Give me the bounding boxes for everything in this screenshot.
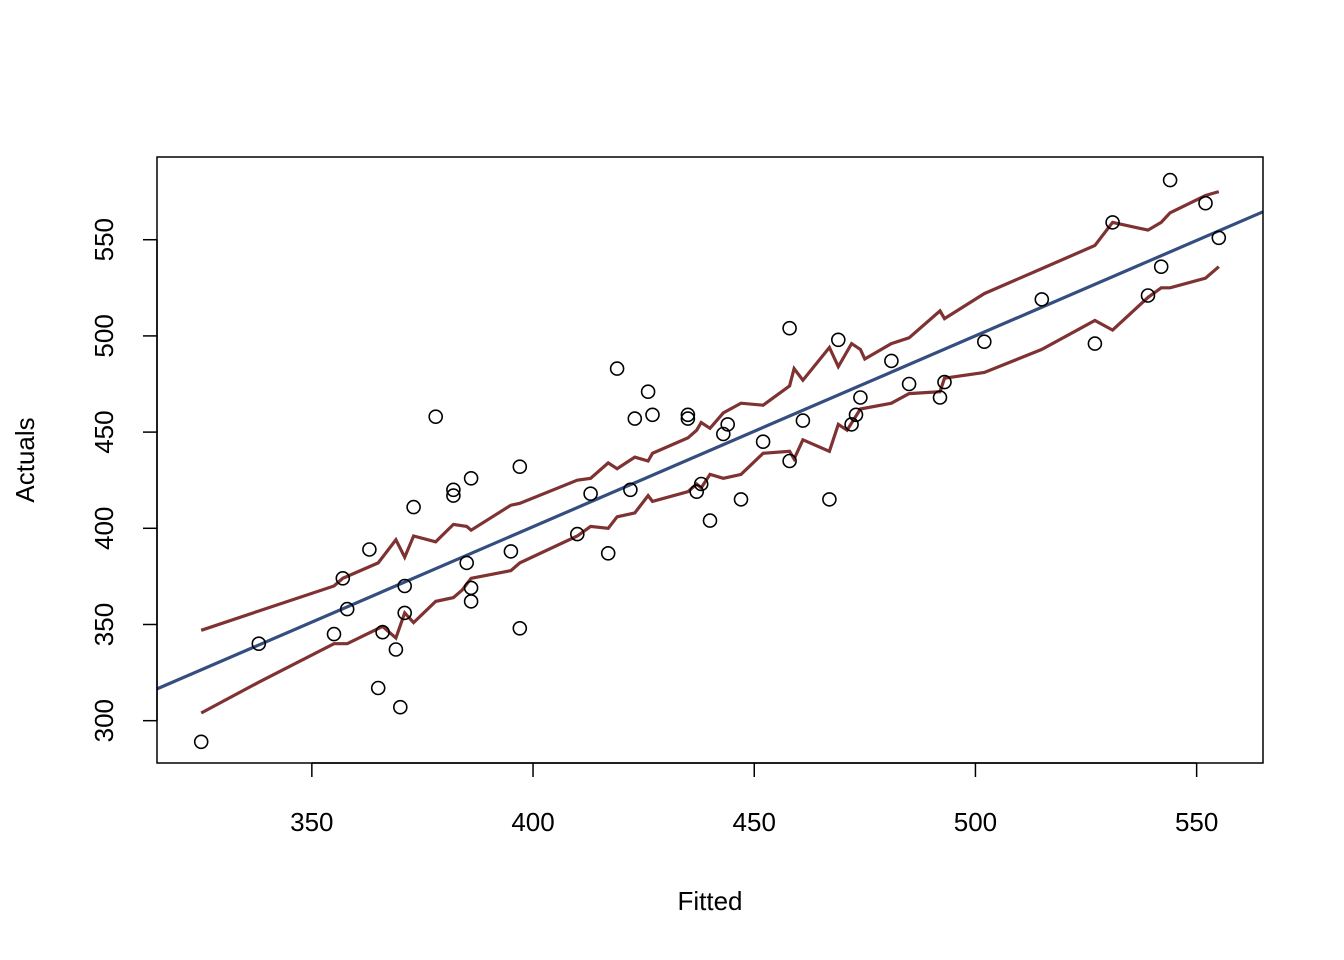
data-point — [1105, 215, 1120, 230]
data-point — [795, 413, 811, 428]
lower-interval-line — [200, 265, 1220, 715]
data-point — [640, 384, 656, 400]
data-point — [335, 570, 351, 586]
data-point — [446, 488, 461, 503]
y-tick-label: 550 — [89, 218, 119, 261]
data-point — [715, 426, 731, 442]
data-point — [901, 376, 917, 392]
data-point — [463, 580, 479, 596]
data-point — [932, 390, 948, 405]
data-point — [884, 353, 899, 369]
x-tick-label: 550 — [1175, 807, 1218, 837]
data-point — [583, 486, 598, 502]
plot-area — [157, 190, 1263, 715]
data-point — [463, 594, 479, 609]
plot-frame — [156, 156, 1264, 764]
data-point — [623, 482, 638, 498]
x-axis-label: Fitted — [677, 886, 742, 916]
data-point — [1198, 195, 1213, 211]
axes: 350 400 450 500 550 300 350 400 450 500 550 — [89, 218, 1218, 837]
data-point — [755, 434, 771, 450]
data-point — [782, 453, 797, 469]
data-point — [193, 734, 209, 750]
x-tick-label: 350 — [290, 807, 333, 837]
data-point — [627, 411, 643, 426]
data-point — [388, 642, 404, 657]
data-point — [397, 605, 413, 621]
data-point — [569, 526, 585, 542]
y-tick-label: 450 — [89, 410, 119, 453]
data-point — [512, 620, 528, 636]
data-point — [844, 417, 859, 432]
data-point — [733, 492, 749, 507]
data-point — [375, 624, 390, 640]
data-point — [689, 484, 705, 500]
data-point — [251, 636, 267, 652]
data-point — [463, 470, 479, 486]
data-point — [397, 578, 413, 594]
data-point — [1153, 259, 1169, 275]
chart-marks — [157, 172, 1263, 750]
data-point — [512, 459, 528, 475]
data-point — [680, 411, 696, 426]
data-point — [1087, 336, 1103, 351]
x-tick-label: 400 — [511, 807, 554, 837]
data-point — [702, 513, 718, 528]
data-point — [339, 601, 355, 617]
data-point — [326, 626, 342, 642]
fit-line — [157, 210, 1263, 691]
data-point — [1140, 288, 1156, 303]
data-point — [406, 499, 421, 515]
data-point — [609, 361, 625, 376]
data-point — [362, 542, 377, 557]
y-tick-label: 400 — [89, 507, 119, 550]
data-point — [1034, 292, 1050, 307]
data-point — [976, 334, 992, 350]
data-point — [370, 680, 386, 696]
data-point — [937, 374, 952, 390]
data-point — [392, 699, 408, 715]
data-point — [853, 390, 868, 405]
data-point — [720, 417, 736, 432]
data-point — [446, 482, 461, 498]
data-point — [782, 320, 797, 336]
y-tick-label: 350 — [89, 603, 119, 646]
data-point — [645, 407, 660, 423]
data-point — [1162, 172, 1178, 188]
y-axis-label: Actuals — [10, 417, 40, 502]
x-tick-label: 450 — [733, 807, 776, 837]
y-tick-label: 500 — [89, 314, 119, 357]
data-point — [830, 332, 846, 348]
data-point — [600, 545, 616, 561]
data-point — [680, 407, 696, 423]
data-point — [822, 492, 837, 507]
x-tick-label: 500 — [954, 807, 997, 837]
data-point — [1211, 230, 1227, 246]
data-point — [459, 555, 475, 571]
y-tick-label: 300 — [89, 699, 119, 742]
data-points — [193, 172, 1227, 750]
data-point — [848, 407, 864, 423]
upper-interval-line — [200, 190, 1220, 632]
data-point — [693, 476, 709, 492]
data-point — [503, 544, 519, 559]
data-point — [428, 409, 444, 425]
